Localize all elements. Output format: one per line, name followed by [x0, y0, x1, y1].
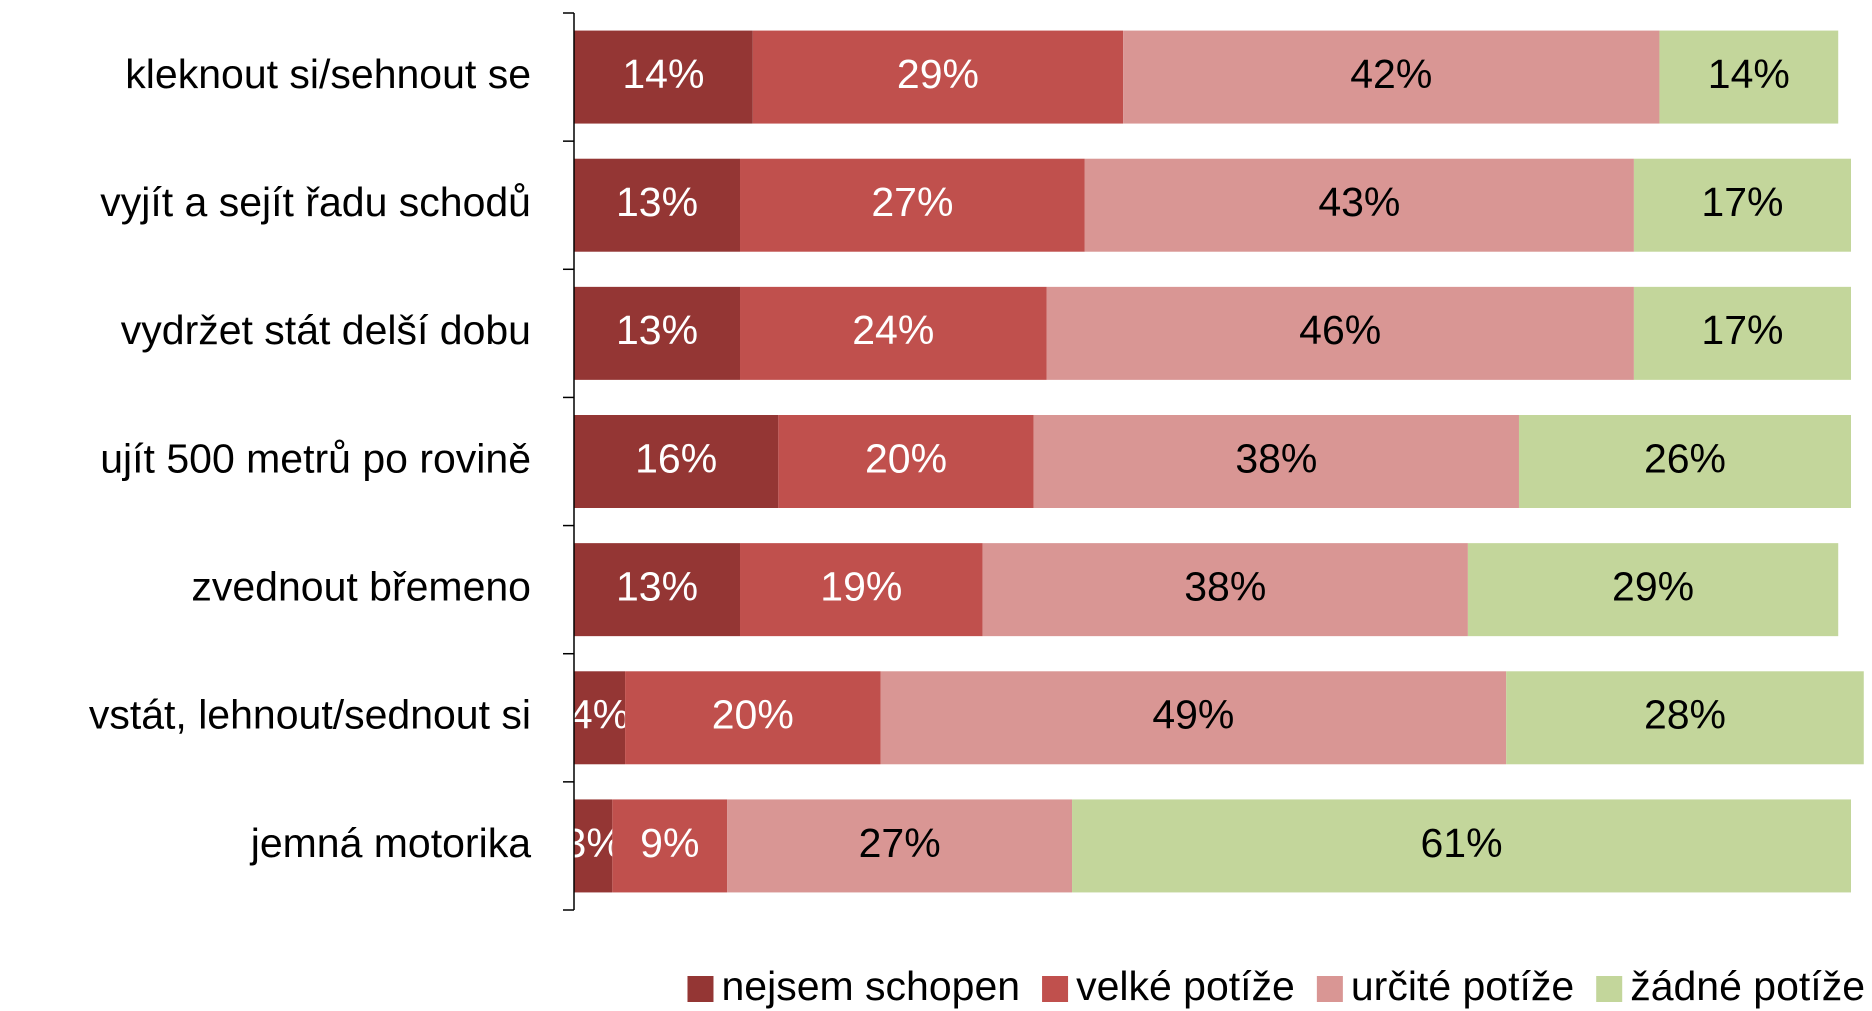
legend-swatch	[1042, 976, 1069, 1002]
bar-segment	[1072, 799, 1851, 893]
data-label: 13%	[616, 179, 698, 225]
data-label: 4%	[570, 692, 629, 738]
data-label: 9%	[640, 820, 699, 866]
bar-segment	[752, 30, 1124, 124]
data-label: 19%	[820, 563, 902, 609]
bar-segment	[1467, 543, 1839, 637]
legend-swatch	[687, 976, 714, 1002]
y-tick-label: vyjít a sejít řadu schodů	[100, 179, 531, 225]
bar-segment	[574, 415, 779, 508]
bar-segment	[1084, 158, 1634, 252]
y-tick-label: vydržet stát delší dobu	[121, 307, 531, 353]
bar-segment	[778, 415, 1034, 508]
bar-segment	[727, 799, 1073, 893]
legend-swatch	[1316, 976, 1343, 1002]
bar-segment	[1518, 415, 1851, 508]
bar-segment	[1633, 286, 1851, 380]
bar-segment	[612, 799, 728, 893]
y-tick-label: kleknout si/sehnout se	[125, 51, 531, 97]
bar-segment	[574, 799, 613, 893]
y-tick-label: ujít 500 metrů po rovině	[100, 435, 531, 481]
y-tick-label: vstát, lehnout/sednout si	[89, 692, 531, 738]
data-label: 27%	[859, 820, 941, 866]
data-label: 13%	[616, 563, 698, 609]
bar-segment	[1659, 30, 1839, 124]
legend-label: nejsem schopen	[721, 963, 1020, 1009]
data-label: 61%	[1420, 820, 1502, 866]
bar-segment	[740, 286, 1047, 380]
data-label: 17%	[1701, 179, 1783, 225]
bar-segment	[880, 671, 1507, 765]
y-tick-label: jemná motorika	[250, 820, 531, 866]
data-label: 43%	[1318, 179, 1400, 225]
data-label: 29%	[897, 51, 979, 97]
bar-segment	[574, 671, 626, 765]
legend-label: velké potíže	[1076, 963, 1295, 1009]
bar-segment	[574, 543, 741, 637]
bar-segment	[625, 671, 881, 765]
data-label: 20%	[712, 692, 794, 738]
bar-segment	[574, 286, 741, 380]
bar-segment	[1506, 671, 1864, 765]
legend-label: žádné potíže	[1630, 963, 1865, 1009]
bar-segment	[740, 158, 1085, 252]
data-label: 20%	[865, 435, 947, 481]
bar-segment	[574, 158, 741, 252]
bar-segment	[1633, 158, 1851, 252]
data-label: 38%	[1184, 563, 1266, 609]
bar-segment	[1046, 286, 1634, 380]
data-label: 49%	[1152, 692, 1234, 738]
data-label: 46%	[1299, 307, 1381, 353]
data-label: 14%	[622, 51, 704, 97]
data-label: 24%	[852, 307, 934, 353]
bar-segment	[1123, 30, 1660, 124]
bar-segment	[740, 543, 983, 637]
data-label: 13%	[616, 307, 698, 353]
legend-swatch	[1596, 976, 1623, 1002]
data-label: 16%	[635, 435, 717, 481]
bar-segment	[982, 543, 1468, 637]
data-label: 29%	[1612, 563, 1694, 609]
data-label: 38%	[1235, 435, 1317, 481]
data-label: 28%	[1644, 692, 1726, 738]
bar-segment	[574, 30, 753, 124]
data-label: 42%	[1350, 51, 1432, 97]
data-label: 26%	[1644, 435, 1726, 481]
y-tick-label: zvednout břemeno	[191, 563, 531, 609]
data-label: 14%	[1708, 51, 1790, 97]
legend-label: určité potíže	[1351, 963, 1574, 1009]
bar-segment	[1033, 415, 1519, 508]
data-label: 17%	[1701, 307, 1783, 353]
data-label: 27%	[871, 179, 953, 225]
